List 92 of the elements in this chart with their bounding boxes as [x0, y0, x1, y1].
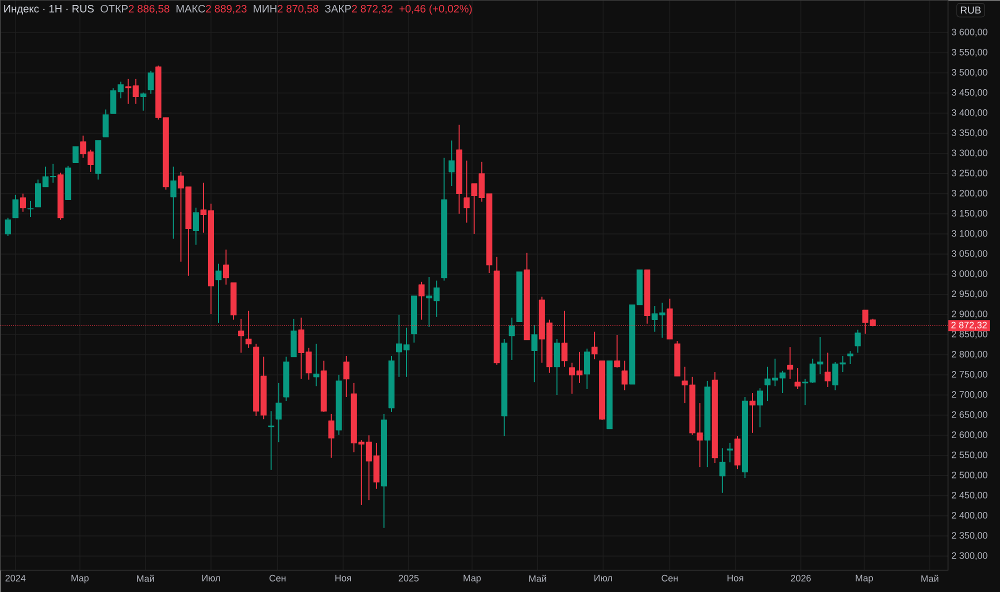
candlestick — [622, 360, 628, 391]
y-tick-label: 3 100,00 — [952, 230, 988, 238]
candlestick — [328, 413, 334, 458]
candlestick — [554, 338, 560, 396]
y-tick-label: 3 000,00 — [952, 270, 988, 278]
y-tick-label: 2 950,00 — [952, 290, 988, 298]
candlestick — [780, 370, 786, 394]
candlestick — [140, 92, 146, 112]
x-tick-label: Июл — [202, 574, 220, 582]
y-tick-label: 2 300,00 — [952, 552, 988, 560]
candlestick — [756, 388, 764, 428]
annotation: 2 886,58 — [128, 4, 170, 14]
text: RUB — [960, 6, 981, 14]
y-tick-label: 3 550,00 — [952, 48, 988, 57]
y-tick-label: 3 300,00 — [952, 149, 988, 158]
y-tick-label: 3 200,00 — [952, 190, 988, 198]
annotation: +0,46 (+0,02%) — [399, 4, 472, 15]
x-tick-label: 2026 — [790, 574, 811, 582]
candlestick — [719, 448, 726, 494]
candlestick — [824, 352, 831, 388]
candlestick — [726, 442, 733, 463]
y-tick-label: 2 550,00 — [952, 451, 988, 460]
y-tick-label: 3 600,00 — [952, 28, 988, 36]
y-tick-label: 2 700,00 — [952, 391, 988, 399]
y-tick-label: 2 450,00 — [952, 492, 988, 500]
candlestick — [268, 410, 274, 470]
y-tick-label: 2 900,00 — [952, 310, 988, 318]
x-tick-label: Май — [529, 574, 546, 582]
y-tick-label: 3 450,00 — [952, 89, 988, 97]
annotation: 2 870,58 — [278, 4, 318, 14]
candlestick — [802, 378, 808, 406]
chart-title: Индекс · 1Н · RUS — [4, 4, 94, 14]
annotation: 2 872,32 — [352, 4, 392, 14]
candlestick — [508, 317, 515, 360]
y-tick-label: 2 600,00 — [952, 431, 988, 440]
candlestick — [614, 334, 620, 368]
x-tick-label: 2024 — [6, 574, 26, 582]
x-tick-label: Сен — [662, 574, 678, 582]
candlestick — [794, 367, 801, 390]
ref-line-label: 2 872,32 — [951, 322, 987, 330]
candlestick — [20, 193, 26, 212]
x-tick-label: Ноя — [335, 574, 351, 582]
candlestick — [592, 331, 598, 360]
y-tick-label: 2 350,00 — [952, 532, 988, 540]
candlestick — [148, 70, 154, 94]
candlestick — [170, 166, 176, 240]
y-tick-label: 3 500,00 — [952, 68, 988, 77]
x-tick-label: Сен — [270, 574, 286, 582]
y-tick-label: 3 250,00 — [952, 170, 988, 178]
candlestick — [72, 146, 79, 163]
candlestick — [27, 200, 34, 218]
candlestick — [12, 194, 18, 218]
candlestick — [276, 382, 282, 443]
y-tick-label: 3 400,00 — [952, 109, 988, 117]
y-tick-label: 2 500,00 — [952, 472, 988, 480]
x-tick-label: Мар — [856, 574, 873, 584]
x-tick-label: Май — [921, 574, 938, 582]
x-tick-label: 2025 — [398, 574, 419, 582]
x-tick-label: Мар — [464, 574, 481, 584]
y-tick-label: 2 650,00 — [952, 411, 988, 419]
candlestick — [464, 160, 470, 224]
annotation: 2 889,23 — [206, 4, 247, 14]
y-tick-label: 2 750,00 — [952, 370, 988, 379]
candlestick — [215, 263, 222, 324]
annotation: ОТКР — [100, 4, 128, 12]
candlestick — [787, 346, 794, 380]
candlestick — [4, 217, 11, 236]
y-tick-label: 2 400,00 — [952, 512, 988, 520]
y-tick-label: 3 150,00 — [952, 210, 988, 218]
candlestick — [749, 392, 756, 434]
x-tick-label: Май — [137, 574, 154, 582]
candlestick — [343, 355, 350, 398]
annotation: ЗАКР — [324, 4, 351, 12]
candlestick — [313, 343, 320, 387]
candlestick — [448, 140, 455, 186]
annotation: МАКС — [176, 4, 206, 12]
candlestick — [584, 348, 590, 390]
x-tick-label: Мар — [72, 574, 89, 584]
x-tick-label: Ноя — [728, 574, 744, 582]
x-tick-label: Июл — [594, 574, 612, 582]
y-tick-label: 3 050,00 — [952, 250, 988, 258]
annotation: МИН — [254, 4, 276, 12]
y-tick-label: 3 350,00 — [952, 129, 988, 138]
candlestick — [223, 249, 230, 286]
candlestick — [847, 350, 854, 364]
candlestick — [854, 329, 861, 354]
candlestick — [102, 108, 109, 138]
candlestick — [418, 281, 425, 320]
y-tick-label: 2 850,00 — [952, 330, 988, 338]
y-tick-label: 2 800,00 — [952, 350, 988, 359]
candlestick — [531, 324, 538, 383]
candlestick — [192, 207, 199, 246]
